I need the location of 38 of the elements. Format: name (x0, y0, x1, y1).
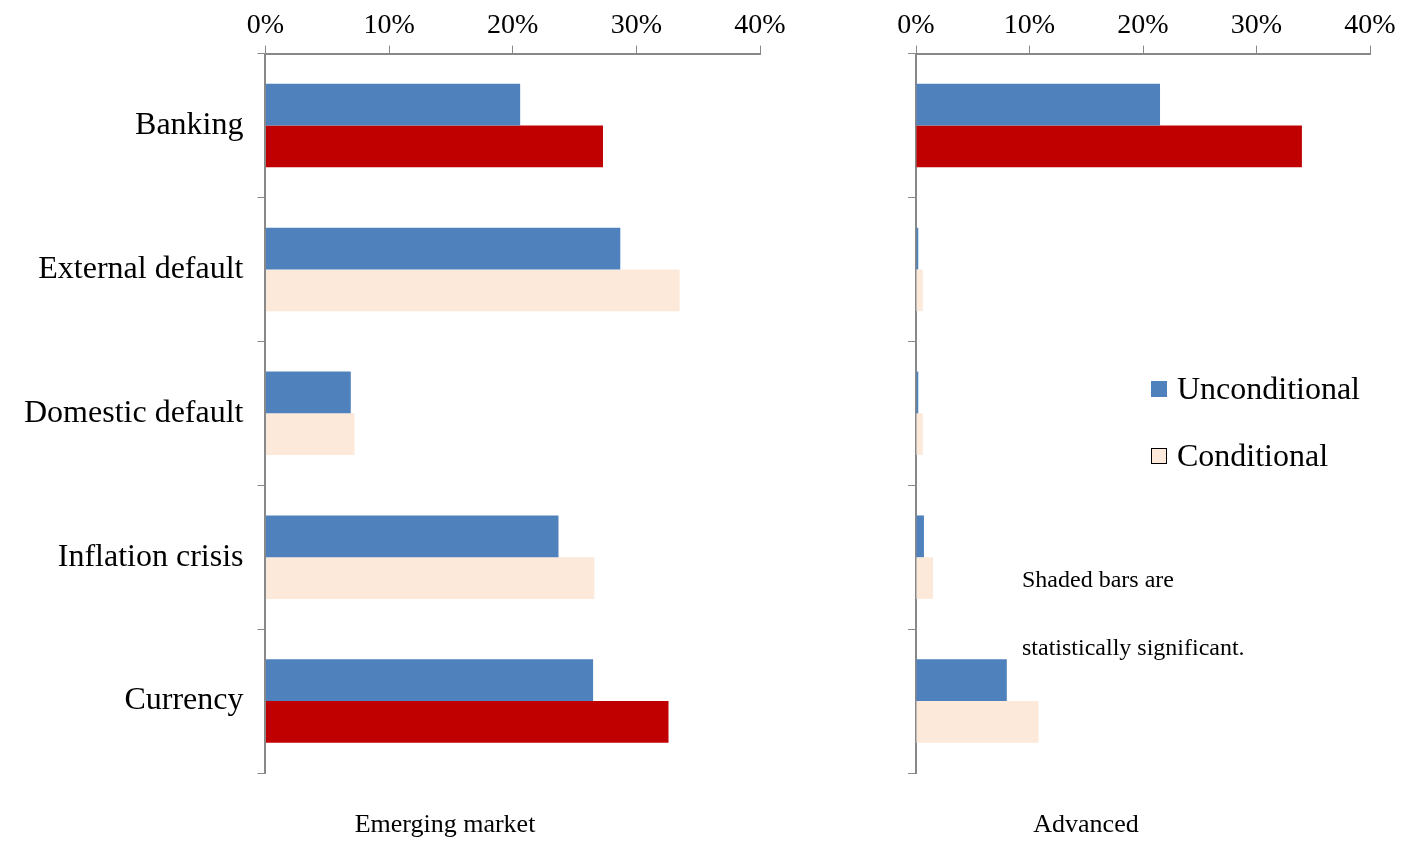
bar (265, 659, 594, 702)
bar (916, 701, 1039, 743)
bar (916, 515, 924, 558)
y-tick-label: Banking (135, 104, 244, 141)
x-tick-label: 30% (610, 8, 663, 40)
bar (265, 371, 351, 414)
x-tick-label: 20% (1117, 8, 1169, 40)
text: Shaded bars are statistically significant. (1022, 566, 1245, 660)
x-tick-label: 0% (897, 8, 935, 40)
y-tick-label: Domestic default (24, 392, 244, 429)
bar (265, 701, 669, 743)
bar (265, 515, 559, 558)
bar (916, 269, 923, 312)
y-tick-label: Currency (124, 680, 244, 717)
bar (265, 413, 355, 456)
bar (916, 83, 1161, 126)
x-tick-label: 40% (1344, 8, 1396, 40)
legend-label: Conditional (1176, 437, 1329, 474)
y-tick-label: External default (38, 248, 244, 285)
bar (916, 125, 1302, 168)
x-tick-label: 20% (487, 8, 539, 40)
bar (265, 83, 521, 126)
x-tick-label: 10% (363, 8, 415, 40)
x-tick-label: 40% (734, 8, 786, 40)
x-axis-title: Emerging market (354, 809, 536, 839)
y-tick-label: Inflation crisis (57, 536, 244, 573)
legend-label: Unconditional (1176, 370, 1360, 407)
bar (916, 413, 923, 456)
bar (265, 125, 603, 168)
bar (265, 227, 621, 270)
x-tick-label: 0% (246, 8, 285, 40)
bar (265, 557, 595, 599)
bar (916, 557, 934, 599)
bar (265, 269, 680, 312)
x-tick-label: 30% (1230, 8, 1283, 40)
x-tick-label: 10% (1003, 8, 1056, 40)
bar (916, 659, 1007, 702)
x-axis-title: Advanced (1033, 809, 1139, 839)
